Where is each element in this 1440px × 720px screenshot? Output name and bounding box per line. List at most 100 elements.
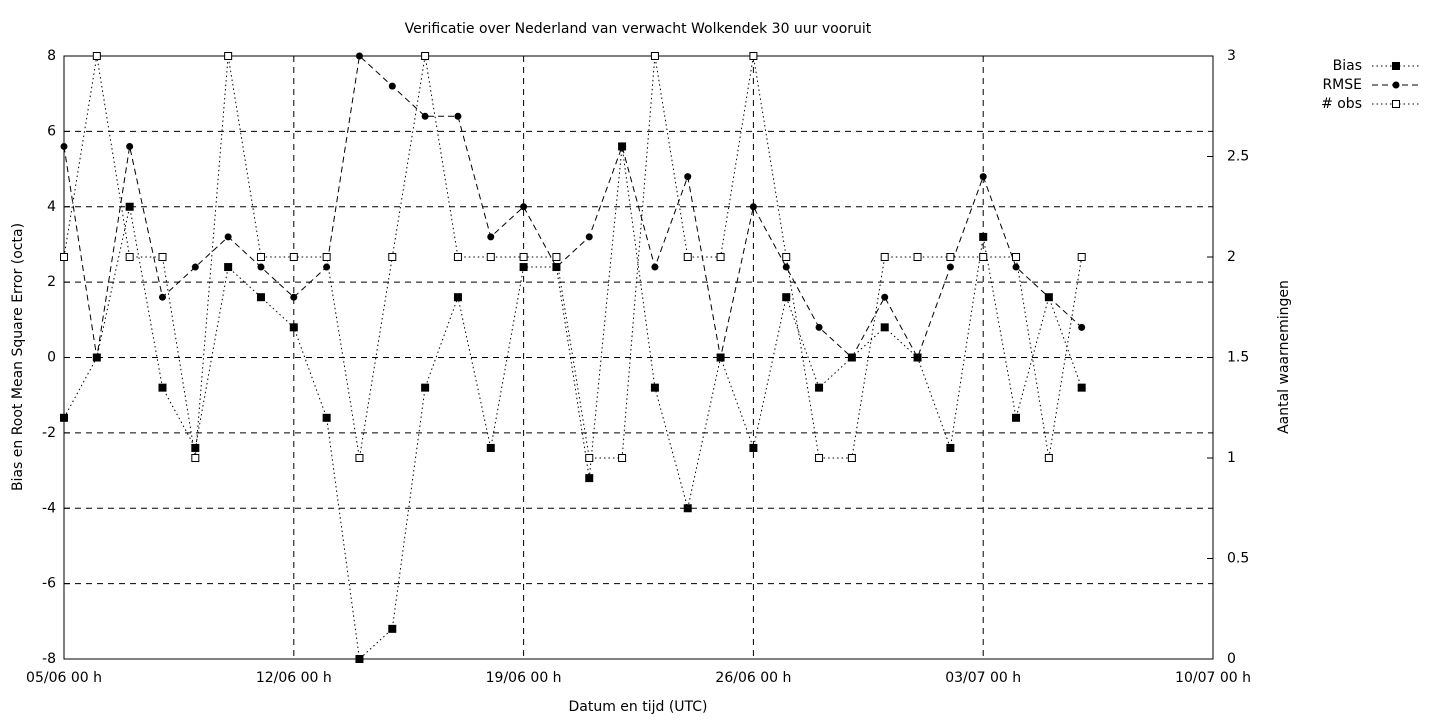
data-point (224, 52, 233, 60)
data-point (60, 142, 68, 150)
data-point (585, 454, 594, 462)
data-point (946, 253, 955, 261)
data-point (585, 233, 593, 241)
data-point (717, 354, 725, 361)
data-point (388, 624, 397, 633)
data-point (979, 253, 988, 261)
data-point (520, 203, 528, 211)
legend-label: # obs (1321, 96, 1362, 112)
y-tick-label: 4 (47, 199, 56, 215)
data-point (946, 443, 955, 452)
x-tick-label: 05/06 00 h (26, 670, 102, 686)
y2-tick-label: 0.5 (1227, 551, 1249, 567)
data-point (683, 253, 692, 261)
data-point (191, 454, 200, 462)
data-point (322, 253, 331, 261)
legend-marker (1392, 62, 1400, 70)
data-point (519, 253, 528, 261)
data-point (1012, 253, 1021, 261)
y-tick-label: -8 (42, 651, 56, 667)
data-point (716, 253, 725, 261)
data-point (749, 203, 757, 211)
data-point (1012, 263, 1020, 271)
data-point (979, 232, 988, 241)
data-point (224, 233, 232, 241)
data-point (355, 454, 364, 462)
data-point (1077, 383, 1086, 392)
legend-marker (1392, 100, 1400, 108)
x-tick-label: 12/06 00 h (256, 670, 332, 686)
y2-axis-label: Aantal waarnemingen (1276, 280, 1292, 434)
data-point (487, 233, 495, 241)
data-point (158, 253, 167, 261)
y-tick-label: 2 (47, 274, 56, 290)
data-point (815, 323, 823, 331)
series-line (63, 55, 1083, 459)
data-point (684, 173, 692, 181)
data-point (224, 263, 233, 272)
data-point (1077, 253, 1086, 261)
data-point (289, 323, 298, 332)
x-tick-label: 19/06 00 h (486, 670, 562, 686)
data-point (289, 253, 298, 261)
y2-tick-label: 1.5 (1227, 350, 1249, 366)
data-point (421, 383, 430, 392)
data-point (191, 443, 200, 452)
y2-tick-label: 0 (1227, 651, 1236, 667)
data-point (979, 173, 987, 181)
data-point (1045, 293, 1053, 301)
data-point (256, 293, 265, 302)
data-point (453, 293, 462, 302)
data-point (650, 383, 659, 392)
data-point (322, 413, 331, 422)
data-point (880, 323, 889, 332)
y2-tick-label: 3 (1227, 48, 1236, 64)
data-point (256, 253, 265, 261)
data-point (158, 383, 167, 392)
data-point (683, 504, 692, 513)
data-point (1012, 413, 1021, 422)
data-point (914, 354, 922, 361)
y-tick-label: -4 (42, 500, 56, 516)
x-tick-label: 26/06 00 h (715, 670, 791, 686)
data-point (749, 52, 758, 60)
y2-tick-label: 2 (1227, 249, 1236, 265)
data-point (421, 52, 430, 60)
y2-tick-label: 1 (1227, 450, 1236, 466)
data-point (454, 112, 462, 120)
data-point (486, 253, 495, 261)
y-tick-label: 6 (47, 123, 56, 139)
data-point (191, 263, 199, 271)
legend-marker (1392, 81, 1400, 89)
data-point (782, 263, 790, 271)
data-point (93, 354, 101, 361)
series-line (63, 54, 1083, 359)
data-point (290, 293, 298, 301)
data-point (1044, 454, 1053, 462)
data-point (1078, 323, 1086, 331)
data-point (618, 454, 627, 462)
x-axis-label: Datum en tijd (UTC) (568, 699, 707, 715)
data-point (355, 655, 364, 663)
data-point (749, 443, 758, 452)
data-point (847, 454, 856, 462)
data-point (453, 253, 462, 261)
data-point (881, 293, 889, 301)
data-point (126, 142, 134, 150)
data-point (815, 454, 824, 462)
y-tick-label: 8 (47, 48, 56, 64)
chart-title: Verificatie over Nederland van verwacht … (405, 21, 872, 37)
legend-label: RMSE (1322, 77, 1362, 93)
data-point (519, 263, 528, 272)
data-point (388, 253, 397, 261)
data-point (257, 263, 265, 271)
data-point (355, 52, 363, 60)
data-point (323, 263, 331, 271)
data-point (125, 253, 134, 261)
data-point (60, 413, 68, 422)
y-axis-label: Bias en Root Mean Square Error (octa) (10, 223, 26, 491)
data-point (946, 263, 954, 271)
x-tick-label: 10/07 00 h (1175, 670, 1251, 686)
data-point (618, 142, 626, 150)
